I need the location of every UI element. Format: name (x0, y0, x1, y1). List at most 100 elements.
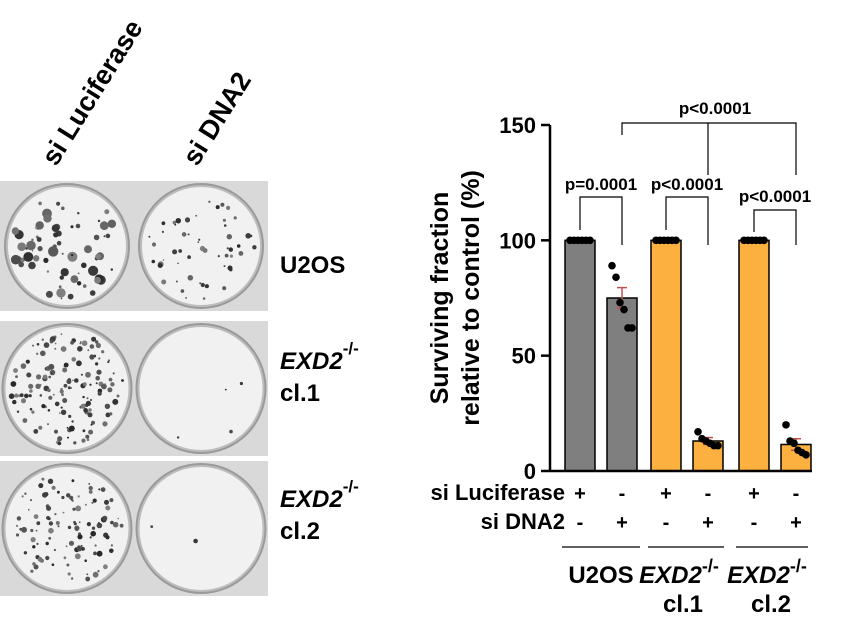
colony (47, 409, 51, 412)
plate-row-label-exd2-cl1-clone: cl.1 (280, 380, 321, 407)
colony (239, 381, 243, 386)
colony (37, 556, 43, 562)
colony (60, 333, 63, 336)
colony (81, 340, 88, 347)
colony (85, 576, 91, 582)
colony (91, 501, 94, 504)
colony (175, 280, 178, 283)
colony (63, 556, 67, 560)
colony (77, 534, 83, 540)
colony (227, 265, 233, 271)
colony (62, 367, 68, 373)
colony (109, 412, 113, 416)
colony (32, 545, 36, 549)
colony (104, 499, 109, 505)
colony (12, 399, 17, 405)
colony (17, 242, 27, 251)
colony (104, 209, 110, 215)
colony (109, 498, 114, 503)
colony (224, 388, 227, 391)
colony (75, 505, 82, 512)
colony (48, 395, 53, 400)
colony (92, 498, 97, 503)
factor-mark: - (577, 512, 584, 534)
colony (67, 386, 71, 390)
colony (109, 548, 114, 554)
colony (63, 362, 69, 368)
colony (95, 362, 99, 366)
colony (81, 547, 85, 551)
colony (32, 344, 34, 347)
colony (95, 340, 99, 344)
colony (26, 240, 36, 251)
colony (61, 206, 65, 211)
colony (36, 237, 42, 242)
colony (226, 234, 232, 240)
colony (42, 374, 48, 380)
colony (200, 282, 205, 288)
colony (217, 255, 220, 258)
colony (95, 375, 100, 381)
colony (48, 527, 54, 534)
colony (56, 240, 62, 246)
colony (43, 257, 49, 263)
group-label: EXD2-/- (639, 556, 719, 589)
colony (51, 563, 55, 566)
colony (54, 429, 58, 434)
plate-row-label-exd2-cl2: EXD2-/- cl.2 (280, 478, 359, 548)
colony (87, 412, 93, 418)
colony (148, 235, 151, 238)
colony (187, 275, 194, 281)
colony (58, 285, 62, 289)
colony (68, 425, 75, 432)
factor-row-label: si Luciferase (430, 480, 565, 505)
colony (172, 220, 177, 225)
colony (79, 342, 82, 345)
plate-dish (3, 325, 131, 452)
colony (51, 485, 56, 490)
colony (102, 421, 108, 427)
colony (176, 436, 180, 439)
colony (20, 363, 27, 369)
colony (46, 270, 50, 273)
data-point (628, 324, 636, 332)
colony (98, 522, 100, 524)
colony (16, 410, 20, 413)
colony (35, 529, 38, 532)
colony (35, 221, 44, 230)
colony (54, 342, 57, 345)
colony (66, 379, 72, 385)
colony (48, 246, 59, 257)
colony (19, 393, 24, 398)
plate-row-label-exd2-cl1: EXD2-/- cl.1 (280, 340, 359, 410)
colony (10, 254, 21, 265)
colony (57, 441, 62, 446)
colony (226, 205, 231, 210)
colony (10, 381, 17, 387)
colony (72, 507, 76, 511)
colony (38, 483, 44, 489)
colony (71, 420, 74, 423)
data-point (782, 421, 790, 429)
colony (57, 490, 60, 494)
colony (40, 350, 46, 357)
y-axis-label-line1: Surviving fraction (426, 192, 454, 405)
factor-mark: - (751, 512, 758, 534)
colony (202, 248, 208, 253)
group-label: U2OS (568, 562, 633, 589)
colony (172, 249, 178, 255)
factor-mark: - (663, 512, 670, 534)
colony (28, 383, 34, 389)
plate-dish (137, 465, 265, 592)
data-point (802, 451, 810, 459)
colony (98, 357, 101, 360)
colony (11, 227, 20, 235)
plate-row-label-exd2-cl1-gene: EXD2 (280, 348, 343, 375)
colony (224, 253, 229, 258)
colony (62, 398, 68, 403)
colony (68, 540, 75, 546)
colony (104, 403, 111, 409)
colony (59, 389, 64, 394)
colony (104, 383, 106, 385)
significance-bracket-label: p<0.0001 (651, 175, 723, 194)
